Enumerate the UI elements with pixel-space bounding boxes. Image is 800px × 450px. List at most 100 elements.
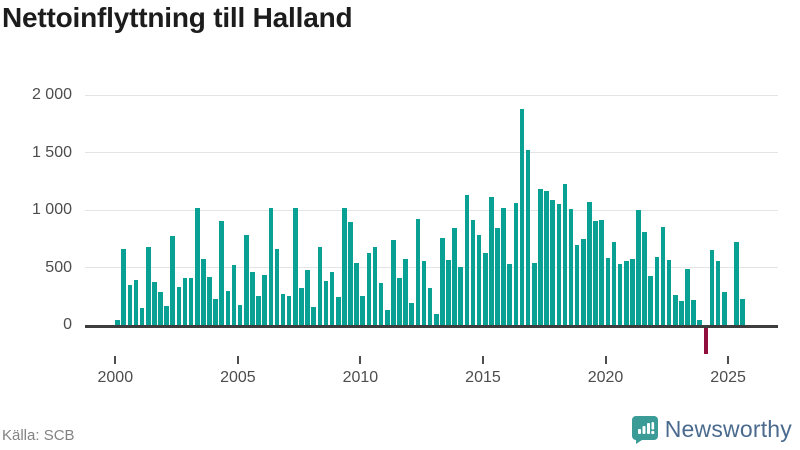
newsworthy-speech-bubble-barchart-icon — [631, 415, 658, 444]
bar — [538, 188, 543, 325]
y-axis-label: 1 500 — [31, 143, 72, 161]
bar — [262, 274, 267, 325]
bar — [587, 201, 592, 325]
bar — [188, 277, 194, 325]
bar — [268, 208, 274, 325]
gridline-1000 — [85, 209, 778, 211]
y-axis-label: 0 — [63, 316, 72, 333]
bar — [709, 249, 715, 325]
bar — [648, 276, 654, 325]
bar — [666, 260, 672, 325]
bar — [740, 298, 745, 325]
bar — [158, 292, 163, 325]
bar — [513, 202, 519, 325]
bar — [642, 231, 647, 325]
bar — [384, 310, 390, 325]
gridline-500 — [85, 267, 778, 268]
bar — [672, 295, 678, 325]
bar — [507, 264, 513, 325]
bar — [391, 239, 396, 325]
bar — [366, 253, 372, 325]
y-axis-label: 1 000 — [31, 201, 72, 218]
bar — [335, 297, 341, 325]
bar — [581, 239, 586, 325]
bar — [525, 150, 531, 325]
bar — [630, 259, 635, 325]
bar — [636, 210, 641, 325]
bar — [501, 208, 506, 325]
x-axis-label: 2015 — [465, 369, 501, 386]
bar — [654, 257, 660, 325]
newsworthy-logo: Newsworthy — [631, 415, 792, 444]
bar — [415, 219, 421, 325]
bar — [679, 301, 684, 325]
bar — [311, 306, 316, 325]
bar — [403, 259, 408, 325]
bar — [286, 296, 292, 325]
x-axis-label: 2005 — [220, 369, 256, 386]
x-axis-tick-2015 — [481, 356, 484, 364]
x-axis-tick-2010 — [359, 356, 362, 364]
bar — [519, 108, 525, 325]
bar — [562, 184, 568, 325]
bar — [433, 314, 439, 325]
bar — [182, 278, 188, 325]
bar — [574, 245, 580, 325]
bar — [568, 208, 574, 325]
bar — [593, 220, 598, 325]
x-axis-tick-2025 — [727, 356, 730, 364]
x-axis-label: 2020 — [587, 369, 624, 386]
bar — [201, 258, 206, 325]
bar — [691, 300, 696, 325]
y-axis-label: 500 — [45, 258, 72, 276]
x-axis-tick-2005 — [236, 356, 239, 364]
bar — [544, 191, 549, 325]
bar — [617, 264, 623, 325]
bar — [372, 247, 378, 325]
bar — [660, 227, 666, 325]
bar — [599, 220, 604, 325]
bar — [280, 293, 286, 325]
bar — [342, 207, 347, 325]
bar — [495, 227, 500, 325]
bar — [715, 261, 721, 325]
bar — [139, 307, 145, 325]
bar — [440, 237, 445, 325]
newsworthy-wordmark: Newsworthy — [664, 416, 792, 442]
x-axis-label: 2000 — [97, 369, 134, 386]
bar — [305, 270, 310, 325]
bar — [121, 249, 127, 325]
bar — [427, 288, 433, 325]
bar — [378, 283, 384, 325]
bar — [348, 222, 353, 325]
x-axis-label: 2010 — [342, 369, 379, 386]
bar — [152, 282, 157, 325]
bar — [164, 306, 169, 325]
bar — [219, 220, 225, 325]
bar — [127, 284, 133, 325]
bar — [611, 242, 617, 325]
bar — [623, 260, 629, 325]
bar — [354, 263, 359, 325]
bar — [532, 263, 537, 325]
chart-title: Nettoinflyttning till Halland — [2, 2, 353, 33]
bar — [231, 265, 237, 325]
bar — [605, 257, 611, 325]
bar — [556, 203, 562, 325]
bar — [697, 319, 703, 325]
bar — [213, 298, 218, 325]
bar — [458, 266, 464, 325]
bar — [550, 200, 555, 325]
bar — [133, 280, 139, 325]
bar — [293, 207, 298, 325]
bar — [421, 261, 427, 325]
bar — [207, 276, 212, 325]
bar — [145, 247, 151, 325]
bar — [464, 195, 470, 325]
bar — [721, 291, 727, 325]
gridline-1500 — [85, 152, 778, 153]
bar — [482, 253, 488, 325]
gridline-2000 — [85, 94, 778, 96]
bar — [176, 287, 182, 325]
